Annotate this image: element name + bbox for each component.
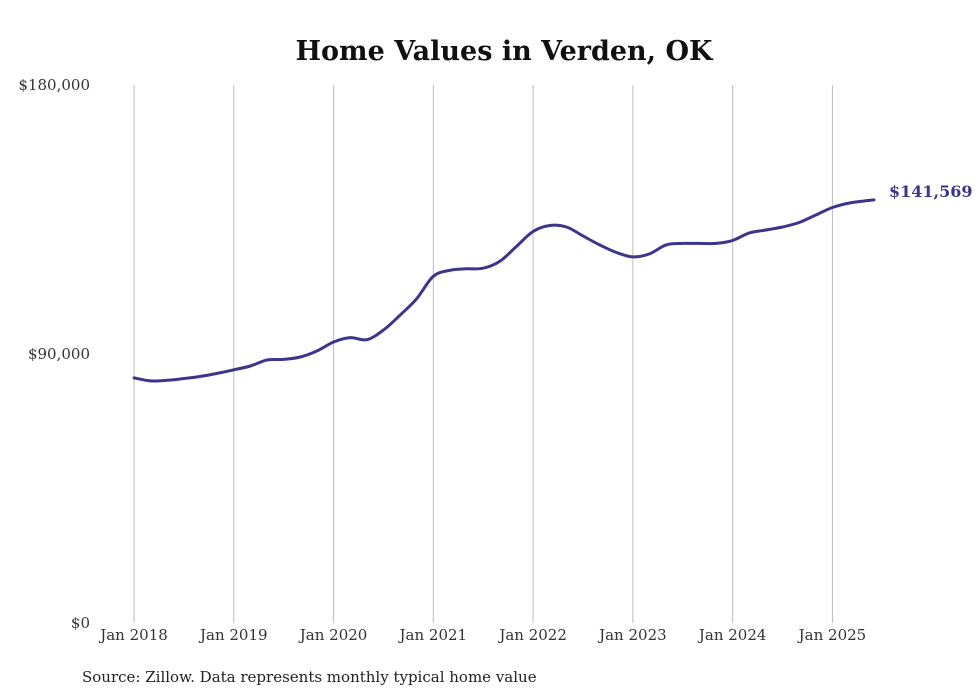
x-tick-label: Jan 2025 [797,626,867,644]
y-tick-label: $180,000 [18,76,90,94]
x-tick-label: Jan 2023 [597,626,667,644]
x-tick-label: Jan 2018 [98,626,168,644]
x-tick-label: Jan 2019 [198,626,268,644]
y-axis: $0 $90,000 $180,000 [18,76,90,632]
end-value-label: $141,569 [889,182,973,201]
grid-lines [133,85,833,623]
x-tick-label: Jan 2020 [298,626,368,644]
chart-title: Home Values in Verden, OK [296,36,714,67]
y-tick-label: $0 [71,614,90,632]
x-tick-label: Jan 2022 [497,626,567,644]
y-tick-label: $90,000 [28,345,90,363]
series-line [132,198,876,383]
source-note: Source: Zillow. Data represents monthly … [82,668,537,686]
x-axis: Jan 2018 Jan 2019 Jan 2020 Jan 2021 Jan 2022… [98,626,866,644]
x-tick-label: Jan 2024 [697,626,767,644]
x-tick-label: Jan 2021 [398,626,468,644]
